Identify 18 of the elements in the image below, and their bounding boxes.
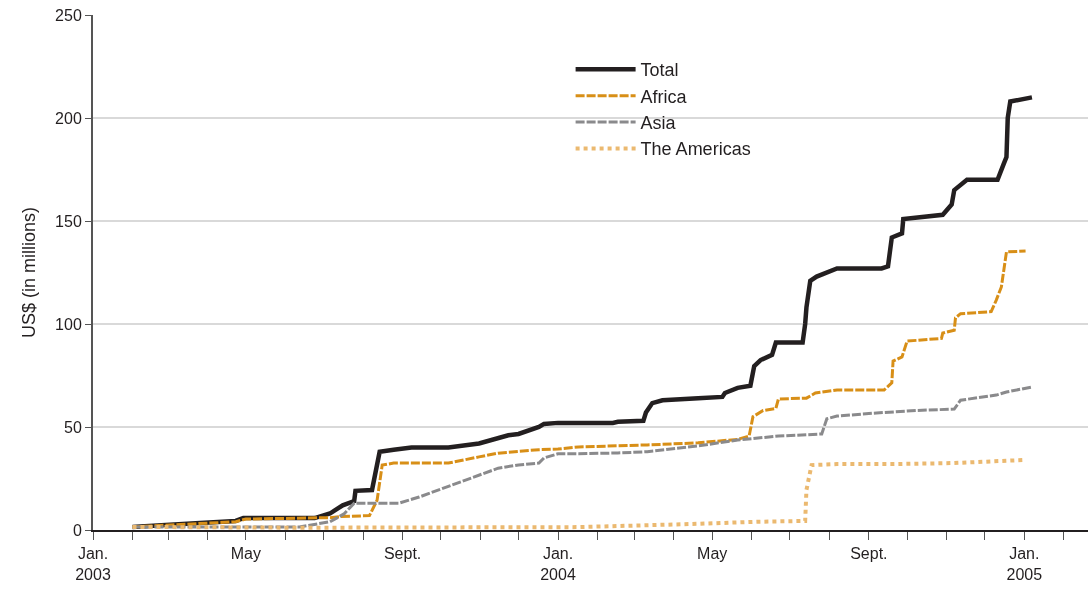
x-tick-label: Sept. xyxy=(850,545,888,563)
x-tick-label: May xyxy=(230,545,261,563)
y-tick-label: 0 xyxy=(72,521,82,539)
y-tick-label: 50 xyxy=(64,418,82,436)
legend-label: Africa xyxy=(640,86,688,107)
x-tick-label: Jan. 2003 xyxy=(75,545,111,583)
y-tick-label: 200 xyxy=(55,109,82,127)
y-axis-title: US$ (in millions) xyxy=(18,206,39,339)
y-tick-label: 100 xyxy=(55,315,82,333)
x-tick-label: May xyxy=(697,545,728,563)
y-tick-label: 250 xyxy=(55,6,82,24)
x-tick-label: Jan. 2004 xyxy=(540,545,576,583)
x-tick-label: Jan. 2005 xyxy=(1006,545,1043,583)
x-tick-label: Sept. xyxy=(383,545,422,563)
legend-label: Asia xyxy=(640,113,677,134)
legend-label: The Americas xyxy=(640,139,751,160)
legend-label: Total xyxy=(640,60,679,81)
y-tick-label: 150 xyxy=(55,212,82,230)
